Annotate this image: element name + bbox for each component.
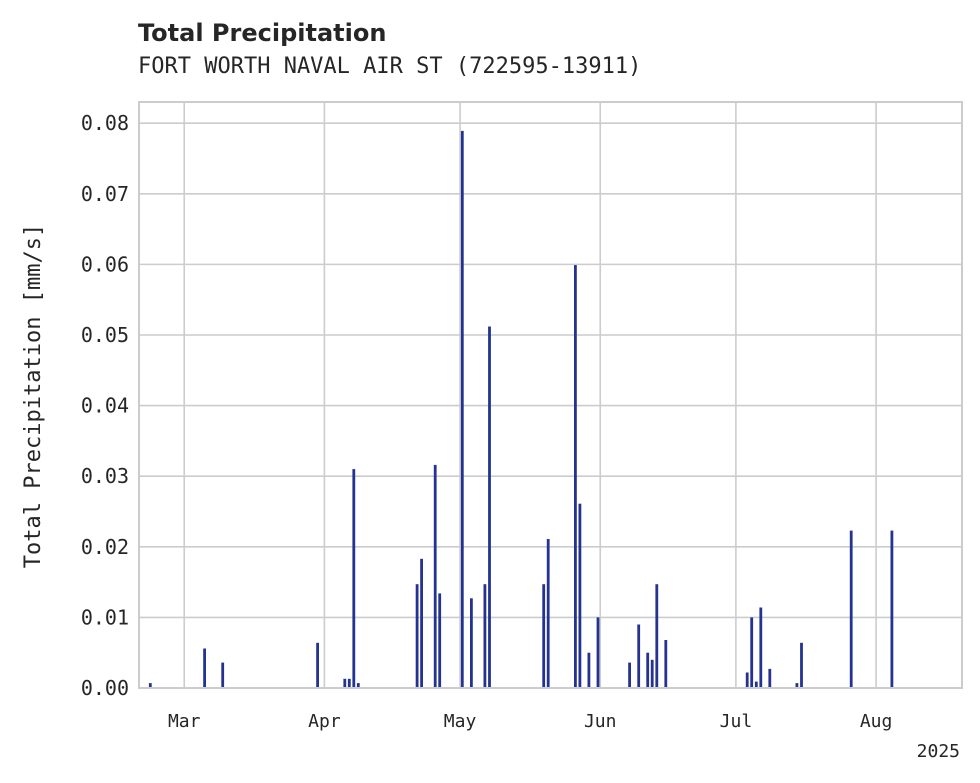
y-tick-label: 0.01 <box>81 605 129 629</box>
precipitation-bar <box>759 607 763 688</box>
y-tick-label: 0.07 <box>81 182 129 206</box>
grid-lines <box>139 102 962 689</box>
x-tick-label: Jun <box>584 711 617 732</box>
precipitation-bar <box>438 593 442 688</box>
y-tick-label: 0.03 <box>81 464 129 488</box>
precipitation-bar <box>470 598 473 688</box>
precipitation-bar <box>460 130 464 688</box>
x-tick-label: May <box>444 711 477 732</box>
y-tick-label: 0.05 <box>81 323 129 347</box>
x-axis-year-label: 2025 <box>917 741 960 762</box>
y-tick-label: 0.04 <box>81 394 129 418</box>
precipitation-bar <box>849 530 853 688</box>
precipitation-bar <box>343 678 347 688</box>
precipitation-bar <box>352 469 356 688</box>
y-axis-label: Total Precipitation [mm/s] <box>21 224 46 568</box>
x-tick-label: Aug <box>860 711 893 732</box>
precipitation-bar <box>420 558 423 688</box>
precipitation-bar <box>650 659 654 688</box>
precipitation-bar <box>578 503 582 688</box>
bar-series <box>148 130 894 688</box>
plot-frame <box>138 101 963 689</box>
x-axis-ticks: Mar Apr May Jun Jul Aug <box>168 711 892 732</box>
y-tick-label: 0.02 <box>81 535 129 559</box>
precipitation-bar <box>890 530 894 688</box>
precipitation-bar <box>664 640 668 688</box>
precipitation-bar <box>795 683 799 688</box>
precipitation-bar <box>148 683 152 688</box>
precipitation-bar <box>628 662 631 688</box>
precipitation-bar <box>203 648 206 688</box>
precipitation-bar <box>655 584 659 688</box>
precipitation-bar <box>483 584 487 688</box>
precipitation-bar <box>750 617 754 688</box>
precipitation-bar <box>596 617 600 688</box>
precipitation-bar <box>768 668 772 688</box>
precipitation-bar <box>637 624 641 688</box>
y-tick-label: 0.08 <box>81 111 129 135</box>
x-tick-label: Mar <box>168 711 201 732</box>
precipitation-bar <box>415 584 419 688</box>
precipitation-bar <box>745 672 749 688</box>
x-tick-label: Jul <box>720 711 753 732</box>
chart-subtitle: FORT WORTH NAVAL AIR ST (722595-13911) <box>138 54 641 79</box>
precipitation-bar <box>433 464 437 688</box>
precipitation-bar <box>347 678 351 688</box>
y-tick-label: 0.00 <box>81 676 129 700</box>
precipitation-bar <box>542 584 546 688</box>
y-axis-ticks: 0.00 0.01 0.02 0.03 0.04 0.05 0.06 0.07 0.08 <box>81 111 129 700</box>
chart-title: Total Precipitation <box>138 19 386 47</box>
precipitation-bar <box>356 683 360 688</box>
precipitation-bar <box>546 539 550 688</box>
precipitation-bar <box>587 652 591 688</box>
precipitation-bar <box>574 265 577 688</box>
precipitation-bar <box>221 662 225 688</box>
precipitation-bar <box>488 326 491 688</box>
precipitation-bar <box>754 681 758 688</box>
precipitation-bar <box>800 642 803 688</box>
precipitation-bar <box>316 642 319 688</box>
y-tick-label: 0.06 <box>81 252 129 276</box>
precipitation-bar <box>646 652 650 688</box>
x-tick-label: Apr <box>308 711 341 732</box>
